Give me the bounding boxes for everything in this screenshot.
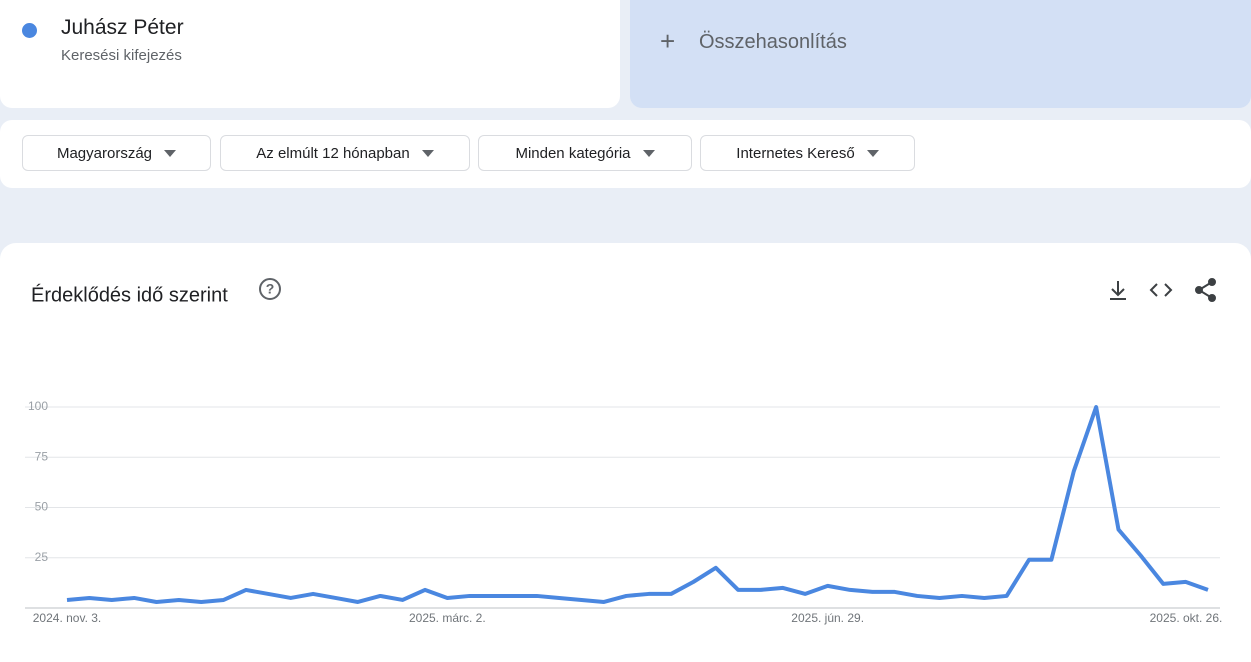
filter-button[interactable]: Az elmúlt 12 hónapban bbox=[220, 135, 470, 171]
filter-label: Az elmúlt 12 hónapban bbox=[256, 144, 410, 162]
download-icon[interactable] bbox=[1110, 281, 1126, 300]
filter-label: Minden kategória bbox=[515, 144, 631, 162]
y-tick-label: 50 bbox=[35, 500, 49, 514]
plus-icon: + bbox=[660, 26, 676, 56]
search-card: Juhász Péter Keresési kifejezés bbox=[0, 0, 620, 108]
series-line bbox=[66, 405, 1209, 604]
term: Juhász Péter bbox=[61, 16, 184, 39]
x-tick-label: 2025. jún. 29. bbox=[791, 611, 864, 625]
series-dot bbox=[22, 23, 37, 38]
share-icon[interactable] bbox=[1195, 278, 1216, 302]
filter-label: Internetes Kereső bbox=[736, 144, 855, 162]
y-tick-label: 25 bbox=[35, 550, 49, 564]
compare-box[interactable]: + Összehasonlítás bbox=[630, 0, 1251, 108]
filter-button[interactable]: Internetes Kereső bbox=[700, 135, 915, 171]
chart-card: Érdeklődés idő szerint ? 25 50 75 100 2024. … bbox=[0, 243, 1251, 662]
filter-label: Magyarország bbox=[56, 144, 153, 162]
y-tick-label: 75 bbox=[35, 449, 49, 463]
x-tick-label: 2025. okt. 26. bbox=[1150, 611, 1223, 625]
x-tick-label: 2025. márc. 2. bbox=[409, 611, 486, 625]
filter-button[interactable]: Magyarország bbox=[22, 135, 211, 171]
y-tick-label: 100 bbox=[28, 399, 48, 413]
help-icon[interactable]: ? bbox=[259, 278, 281, 300]
filter-button[interactable]: Minden kategória bbox=[478, 135, 692, 171]
chart: Érdeklődés idő szerint ? 25 50 75 100 2024. … bbox=[25, 278, 1223, 625]
chart-title: Érdeklődés idő szerint bbox=[31, 283, 228, 306]
embed-icon[interactable] bbox=[1149, 283, 1173, 297]
svg-text:?: ? bbox=[266, 281, 275, 297]
compare-label: Összehasonlítás bbox=[699, 31, 847, 53]
term-subtitle: Keresési kifejezés bbox=[61, 47, 182, 64]
x-tick-label: 2024. nov. 3. bbox=[33, 611, 102, 625]
